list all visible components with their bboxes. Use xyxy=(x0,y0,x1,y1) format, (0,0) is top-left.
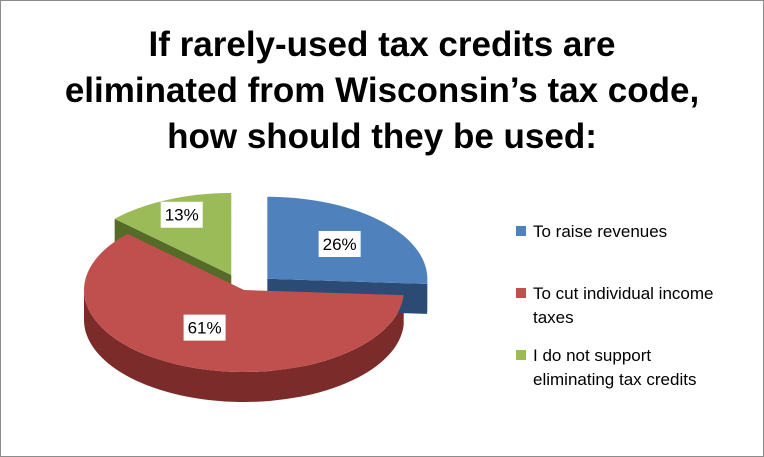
data-label-2: 13% xyxy=(165,206,199,225)
legend-item-cut-income-taxes: To cut individual income taxes xyxy=(516,282,748,330)
legend-label: To raise revenues xyxy=(533,222,668,241)
legend-label: To cut individual income xyxy=(533,284,714,303)
data-label-0: 26% xyxy=(323,235,357,254)
data-label-1: 61% xyxy=(188,319,222,338)
legend-swatch-red xyxy=(516,288,526,298)
data-label-box-2 xyxy=(160,201,203,228)
title-line-2: eliminated from Wisconsin’s tax code, xyxy=(64,71,700,110)
legend-label: I do not support xyxy=(533,346,652,365)
legend-item-no-elimination: I do not support eliminating tax credits xyxy=(516,344,748,392)
legend-swatch-green xyxy=(516,350,526,360)
title-line-1: If rarely-used tax credits are xyxy=(148,25,616,64)
legend-label-cont: taxes xyxy=(533,308,574,327)
title-line-3: how should they be used: xyxy=(167,117,597,156)
legend-item-raise-revenues: To raise revenues xyxy=(516,220,748,244)
data-label-box-0 xyxy=(318,230,361,257)
pie-slice-1 xyxy=(83,233,404,373)
chart-title: If rarely-used tax credits are eliminate… xyxy=(20,22,744,160)
legend-label-cont: eliminating tax credits xyxy=(533,370,697,389)
legend-swatch-blue xyxy=(516,226,526,236)
pie-side-1 xyxy=(84,290,404,402)
data-label-box-1 xyxy=(183,314,226,341)
